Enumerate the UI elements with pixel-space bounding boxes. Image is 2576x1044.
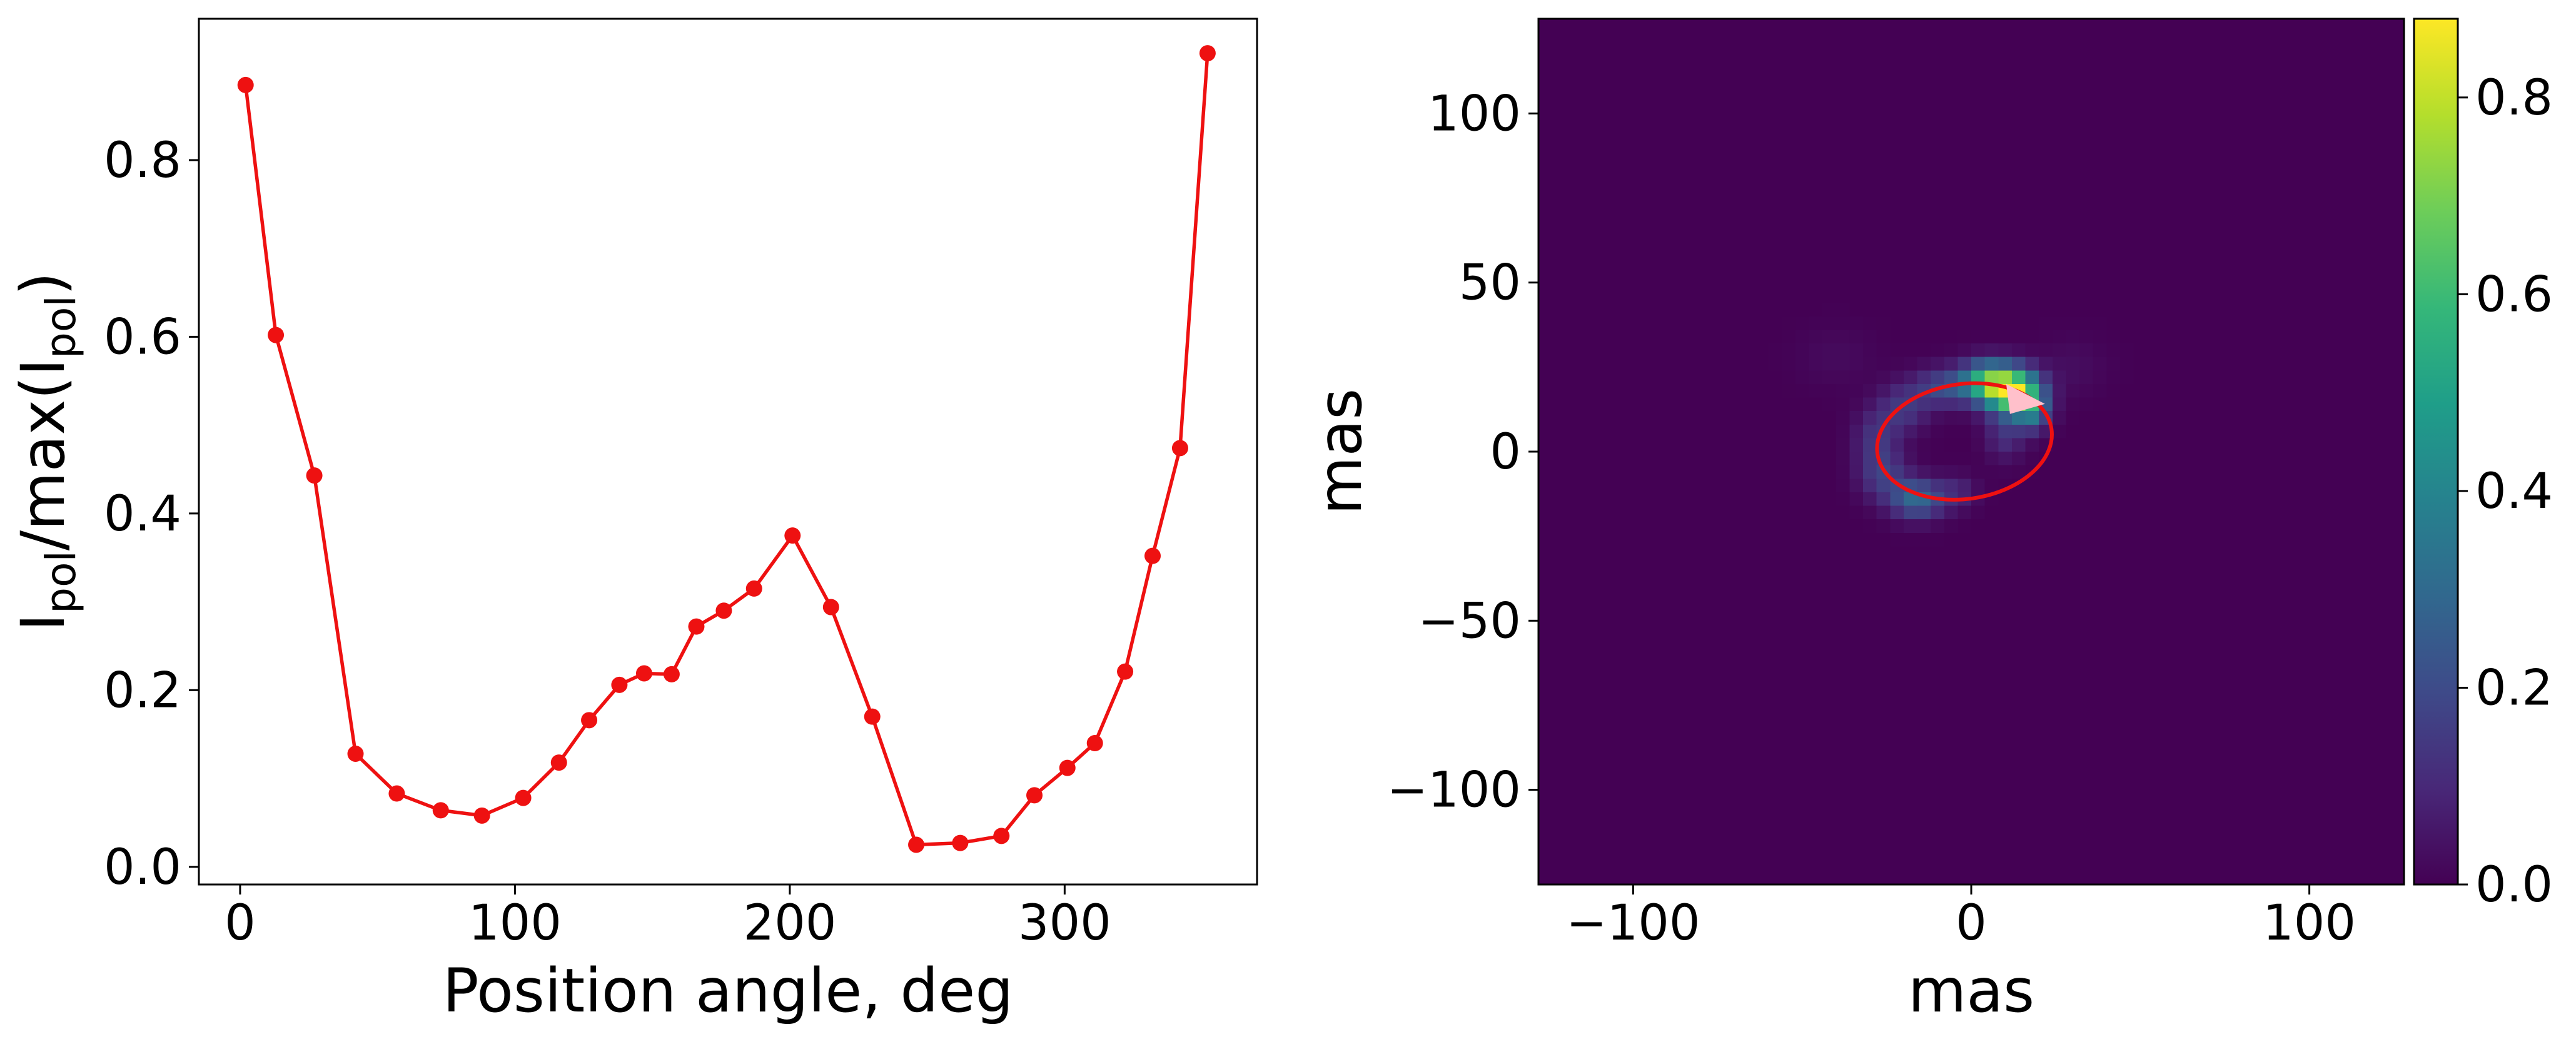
data-point	[1117, 663, 1134, 680]
data-point	[688, 618, 705, 635]
y-tick-label: 0.8	[104, 133, 181, 189]
line-chart-ticks: 0 100 200 300 0.0 0.2 0.4 0.6 0.8	[104, 133, 1111, 951]
data-point	[1171, 440, 1188, 457]
y-tick-label: 0.4	[104, 486, 181, 542]
data-point	[1144, 547, 1161, 564]
colorbar-tick-label: 0.8	[2475, 70, 2553, 126]
colorbar-tick-label: 0.4	[2475, 464, 2553, 520]
line-x-axis-label: Position angle, deg	[443, 956, 1014, 1026]
data-point	[306, 467, 323, 484]
data-point	[347, 745, 364, 762]
data-point	[1059, 759, 1076, 776]
heatmap-y-tick-label: 100	[1428, 86, 1521, 142]
line-plot-frame	[198, 18, 1258, 886]
data-point	[635, 665, 652, 682]
colorbar-tick-label: 0.6	[2475, 266, 2553, 323]
data-point	[993, 828, 1010, 844]
heatmap-y-tick-label: 0	[1490, 424, 1521, 480]
data-point	[237, 76, 254, 93]
heatmap-y-tick-label: −50	[1418, 593, 1521, 649]
data-point	[581, 712, 598, 729]
data-point	[432, 802, 449, 819]
data-point	[388, 785, 405, 802]
colorbar-frame	[2413, 18, 2459, 886]
data-point	[908, 836, 925, 853]
heatmap-y-tick-label: 50	[1459, 255, 1521, 312]
data-point	[473, 807, 490, 824]
data-point	[663, 666, 680, 682]
data-point	[745, 580, 762, 597]
data-point	[1199, 45, 1216, 62]
colorbar-tick-label: 0.2	[2475, 660, 2553, 716]
heatmap-x-tick-label: 0	[1956, 895, 1987, 951]
data-point	[1086, 735, 1103, 752]
heatmap-panel: −100 0 100 −100 −50 0 50 100 mas mas	[1305, 18, 2405, 1026]
y-label-sub2: pol	[37, 295, 85, 358]
x-tick-label: 300	[1018, 895, 1111, 951]
line-chart-panel: 0 100 200 300 0.0 0.2 0.4 0.6 0.8 Position angle…	[8, 18, 1258, 1026]
colorbar-tick-label: 0.0	[2475, 857, 2553, 913]
line-y-axis-label: Ipol/max(Ipol)	[8, 272, 85, 631]
data-point	[611, 676, 628, 693]
x-tick-label: 0	[225, 895, 256, 951]
heatmap-image	[1538, 19, 2404, 884]
y-label-end: )	[8, 272, 78, 295]
heatmap-y-axis-label: mas	[1305, 388, 1375, 515]
data-point	[822, 599, 839, 616]
line-series	[243, 53, 1210, 847]
y-label-mid: /max(I	[8, 358, 78, 550]
data-point	[864, 708, 881, 725]
x-tick-label: 100	[468, 895, 562, 951]
heatmap-x-tick-label: −100	[1566, 895, 1700, 951]
heatmap-ticks: −100 0 100 −100 −50 0 50 100	[1387, 86, 2356, 951]
orbit-ellipse	[1875, 381, 2054, 502]
y-label-sub1: pol	[37, 550, 85, 614]
heatmap-x-tick-label: 100	[2263, 895, 2356, 951]
data-point	[1026, 787, 1043, 804]
data-point	[515, 789, 532, 806]
data-point	[784, 527, 801, 544]
heatmap-y-tick-label: −100	[1387, 763, 1521, 819]
heatmap-x-axis-label: mas	[1908, 956, 2034, 1026]
x-tick-label: 200	[743, 895, 836, 951]
direction-arrow	[2006, 383, 2045, 414]
line-markers	[237, 45, 1216, 853]
colorbar-fill	[2414, 19, 2458, 884]
data-point	[715, 602, 732, 619]
colorbar: 0.0 0.2 0.4 0.6 0.8	[2413, 18, 2553, 913]
data-point	[550, 754, 567, 771]
data-point	[952, 834, 969, 851]
colorbar-ticks: 0.0 0.2 0.4 0.6 0.8	[2458, 70, 2553, 913]
y-tick-label: 0.2	[104, 662, 181, 719]
data-point	[268, 327, 285, 343]
y-label-i: I	[8, 614, 78, 631]
y-tick-label: 0.0	[104, 839, 181, 896]
y-tick-label: 0.6	[104, 309, 181, 365]
